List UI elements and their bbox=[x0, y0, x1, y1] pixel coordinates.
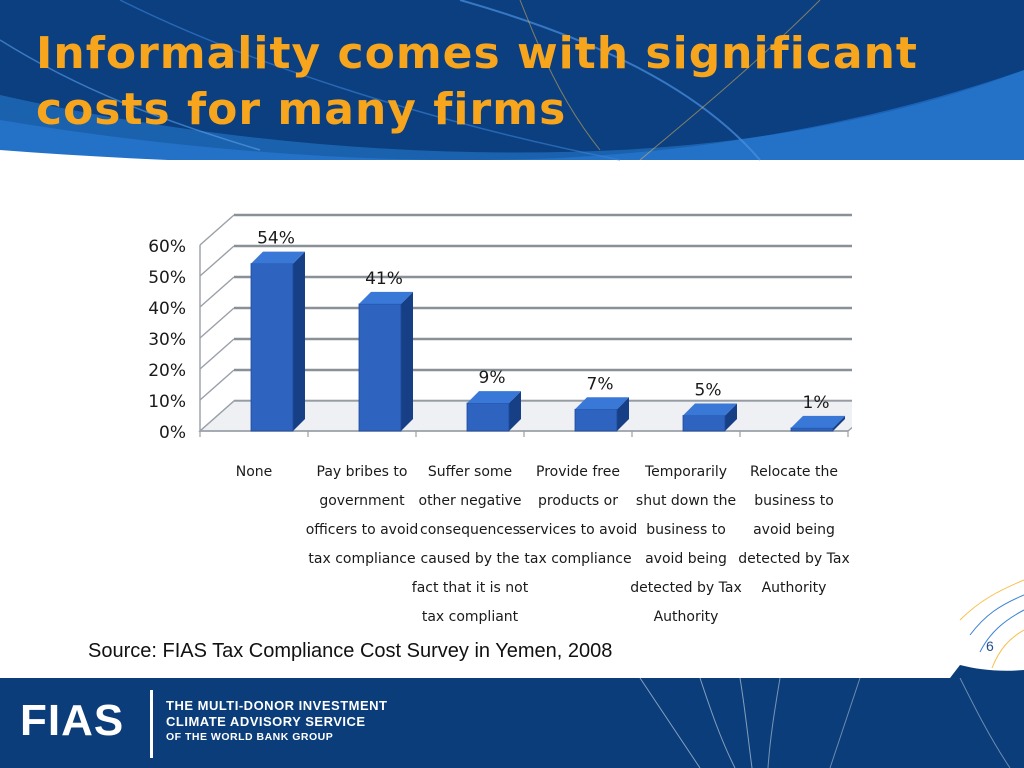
category-label-line: services to avoid bbox=[519, 522, 638, 538]
bar-chart: 0% 10% 20% 30% 40% 50% 60% 54% 41% 9% 7% 5% 1% None Pa… bbox=[148, 213, 852, 625]
category-label-line: tax compliance bbox=[308, 551, 415, 567]
bar-top bbox=[791, 415, 845, 428]
footer-decoration bbox=[639, 678, 1011, 768]
category-label-line: other negative bbox=[419, 493, 522, 509]
category-label-line: business to bbox=[754, 493, 834, 509]
category-label-line: Temporarily bbox=[644, 464, 727, 480]
footer-org-name: THE MULTI-DONOR INVESTMENT CLIMATE ADVIS… bbox=[166, 698, 387, 745]
bar-top bbox=[359, 291, 413, 304]
data-label: 54% bbox=[257, 229, 295, 249]
y-tick-label: 0% bbox=[159, 423, 186, 443]
chart-panel: 0% 10% 20% 30% 40% 50% 60% 54% 41% 9% 7% 5% 1% None Pa… bbox=[52, 168, 852, 663]
source-note: Source: FIAS Tax Compliance Cost Survey … bbox=[88, 640, 613, 662]
category-label-line: products or bbox=[538, 493, 618, 509]
header-background bbox=[0, 0, 1024, 175]
bar-top bbox=[575, 397, 629, 410]
bar-top bbox=[251, 251, 305, 264]
category-label-line: detected by Tax bbox=[738, 551, 849, 567]
y-tick-label: 50% bbox=[148, 268, 186, 288]
category-label-line: Authority bbox=[654, 609, 719, 625]
data-label: 5% bbox=[695, 381, 722, 401]
slide-title: Informality comes with significant costs… bbox=[36, 28, 918, 135]
footer-bar: FIAS THE MULTI-DONOR INVESTMENT CLIMATE … bbox=[0, 678, 1024, 768]
bar-top bbox=[467, 391, 521, 404]
category-label-line: Pay bribes to bbox=[317, 464, 408, 480]
category-label-line: government bbox=[319, 493, 405, 509]
org-line-3: OF THE WORLD BANK GROUP bbox=[166, 731, 334, 743]
footer-divider bbox=[150, 690, 153, 758]
bar-side bbox=[401, 291, 413, 431]
gridline-depth bbox=[199, 245, 235, 277]
y-tick-label: 60% bbox=[148, 237, 186, 257]
data-label: 1% bbox=[803, 393, 830, 413]
gridline-depth bbox=[199, 307, 235, 339]
data-label: 41% bbox=[365, 269, 403, 289]
gridline-depth bbox=[199, 276, 235, 308]
y-tick-label: 20% bbox=[148, 361, 186, 381]
category-label-line: consequences bbox=[420, 522, 520, 538]
category-label-line: Suffer some bbox=[428, 464, 512, 480]
category-label-line: Provide free bbox=[536, 464, 620, 480]
bar bbox=[358, 303, 402, 432]
gridline-depth bbox=[199, 369, 235, 401]
page-number: 6 bbox=[986, 638, 994, 654]
data-label: 7% bbox=[587, 374, 614, 394]
bar bbox=[574, 408, 618, 432]
bar bbox=[466, 402, 510, 432]
data-label: 9% bbox=[479, 368, 506, 388]
bar-top bbox=[683, 403, 737, 416]
category-label-line: avoid being bbox=[753, 522, 835, 538]
bar bbox=[790, 427, 834, 432]
category-label-line: avoid being bbox=[645, 551, 727, 567]
category-label: Relocate the business to avoid being detect… bbox=[738, 464, 849, 596]
category-label-line: Authority bbox=[762, 580, 827, 596]
bar-side bbox=[293, 251, 305, 431]
category-label: Provide free products or services to avoid… bbox=[519, 464, 638, 567]
category-label-line: tax compliance bbox=[524, 551, 631, 567]
gridline-depth bbox=[199, 338, 235, 370]
gridline-depth bbox=[199, 214, 235, 246]
fias-logo: FIAS bbox=[20, 696, 125, 745]
bar bbox=[682, 415, 726, 432]
y-tick-label: 10% bbox=[148, 392, 186, 412]
category-label-line: fact that it is not bbox=[412, 580, 529, 596]
category-label: Pay bribes to government officers to avoid… bbox=[306, 464, 419, 567]
category-label-line: Relocate the bbox=[750, 464, 838, 480]
y-tick-label: 40% bbox=[148, 299, 186, 319]
org-line-1: THE MULTI-DONOR INVESTMENT bbox=[166, 698, 388, 713]
bar-side bbox=[617, 397, 629, 431]
y-tick-label: 30% bbox=[148, 330, 186, 350]
bar-side bbox=[509, 391, 521, 431]
bar-side bbox=[833, 415, 845, 431]
category-label: None bbox=[236, 464, 273, 480]
bar bbox=[250, 263, 294, 432]
category-label: Temporarily shut down the business to avoid… bbox=[630, 464, 741, 625]
category-label-line: None bbox=[236, 464, 273, 480]
corner-decoration bbox=[950, 579, 1024, 678]
category-label-line: detected by Tax bbox=[630, 580, 741, 596]
org-line-2: CLIMATE ADVISORY SERVICE bbox=[166, 714, 366, 729]
category-label-line: officers to avoid bbox=[306, 522, 419, 538]
category-label-line: business to bbox=[646, 522, 726, 538]
category-label-line: caused by the bbox=[421, 551, 520, 567]
category-label: Suffer some other negative consequences cau… bbox=[412, 464, 529, 625]
category-label-line: tax compliant bbox=[422, 609, 519, 625]
bar-side bbox=[725, 403, 737, 431]
category-label-line: shut down the bbox=[636, 493, 736, 509]
